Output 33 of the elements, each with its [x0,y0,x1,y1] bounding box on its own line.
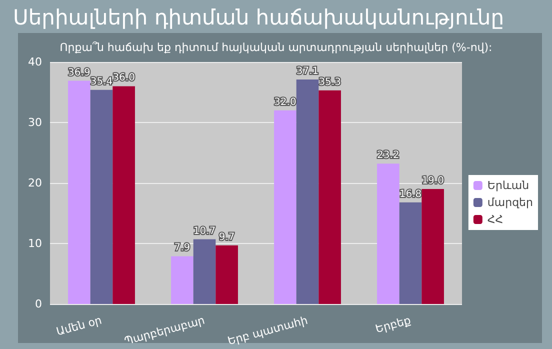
legend-label: Երևան [487,179,530,192]
bar [112,86,135,304]
bar [422,189,444,304]
data-label: 23.2 [377,150,400,162]
bar [274,110,296,304]
bar [377,164,400,304]
bar [193,239,216,304]
data-label: 16.8 [399,188,422,200]
bar [216,245,238,304]
bar [296,80,319,304]
x-tick-label: Երբեք [374,314,412,336]
y-tick-label: 40 [28,56,42,68]
bar [171,256,194,304]
chart-subtitle: Որքա՞ն հաճախ եք դիտում հայկական արտադրության սերիալներ (%-ով): [60,41,492,54]
bar [399,202,422,304]
data-label: 36.0 [112,72,135,84]
y-tick-label: 30 [28,116,42,129]
bar [90,90,113,304]
bar [68,80,90,304]
data-label: 35.4 [90,76,113,88]
bar [318,90,341,304]
y-tick-label: 10 [28,237,42,250]
y-tick-label: 0 [35,298,42,310]
data-label: 37.1 [296,66,319,78]
data-label: 19.0 [422,176,444,187]
data-label: 35.3 [318,76,341,88]
legend-label: մարզեր [487,196,534,209]
data-label: 9.7 [218,232,235,243]
y-tick-label: 20 [28,176,42,190]
legend-label: ՀՀ [487,213,504,226]
x-tick-label: Ամեն օր [54,314,104,338]
data-label: 10.7 [193,226,216,237]
chart-title: Սերիալների դիտման հաճախականությունը [13,6,504,30]
